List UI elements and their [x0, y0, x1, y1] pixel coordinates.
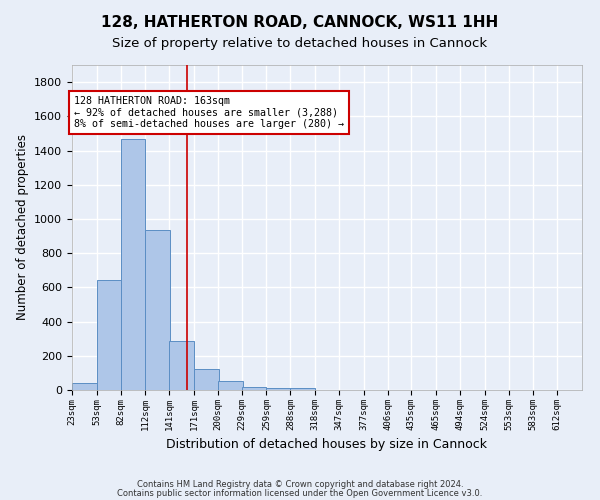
Bar	[145, 230, 170, 390]
Bar	[121, 138, 145, 390]
Bar	[169, 341, 194, 390]
Text: 128 HATHERTON ROAD: 163sqm
← 92% of detached houses are smaller (3,288)
8% of se: 128 HATHERTON ROAD: 163sqm ← 92% of deta…	[74, 96, 344, 129]
Y-axis label: Number of detached properties: Number of detached properties	[16, 134, 29, 320]
Bar	[72, 383, 97, 390]
Bar	[218, 380, 242, 390]
X-axis label: Distribution of detached houses by size in Cannock: Distribution of detached houses by size …	[167, 438, 487, 451]
Bar	[194, 368, 218, 390]
Text: Contains public sector information licensed under the Open Government Licence v3: Contains public sector information licen…	[118, 489, 482, 498]
Bar	[242, 386, 266, 390]
Bar	[97, 280, 121, 390]
Text: Contains HM Land Registry data © Crown copyright and database right 2024.: Contains HM Land Registry data © Crown c…	[137, 480, 463, 489]
Text: Size of property relative to detached houses in Cannock: Size of property relative to detached ho…	[112, 38, 488, 51]
Text: 128, HATHERTON ROAD, CANNOCK, WS11 1HH: 128, HATHERTON ROAD, CANNOCK, WS11 1HH	[101, 15, 499, 30]
Bar	[290, 388, 315, 390]
Bar	[266, 388, 291, 390]
